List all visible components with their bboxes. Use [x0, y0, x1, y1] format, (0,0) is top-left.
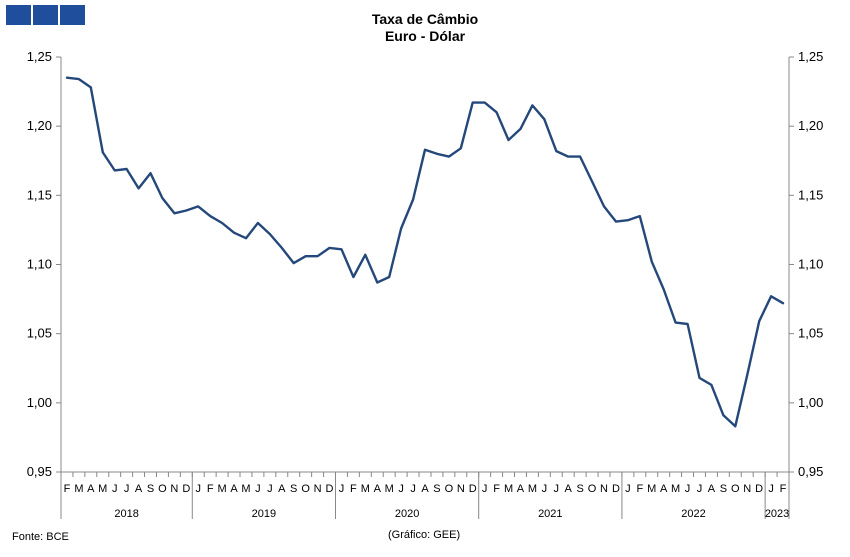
month-label: S — [720, 483, 727, 495]
month-label: A — [565, 483, 573, 495]
y-tick-label-right: 1,00 — [798, 395, 823, 410]
month-label: N — [457, 483, 465, 495]
month-label: M — [647, 483, 656, 495]
month-label: M — [98, 483, 107, 495]
year-label: 2023 — [765, 508, 789, 520]
y-tick-label-right: 0,95 — [798, 464, 823, 479]
month-label: J — [255, 483, 261, 495]
month-label: J — [685, 483, 691, 495]
y-tick-label-left: 1,20 — [27, 118, 52, 133]
chart-title-block: Taxa de Câmbio Euro - Dólar — [0, 11, 850, 45]
month-label: A — [278, 483, 286, 495]
month-label: J — [124, 483, 130, 495]
month-label: A — [230, 483, 238, 495]
y-tick-label-left: 1,25 — [27, 49, 52, 64]
y-tick-label-left: 1,05 — [27, 326, 52, 341]
source-note: Fonte: BCE — [12, 531, 69, 543]
chart-title: Taxa de Câmbio — [371, 11, 479, 27]
month-label: M — [385, 483, 394, 495]
year-label: 2022 — [681, 508, 705, 520]
month-label: F — [493, 483, 500, 495]
month-label: J — [625, 483, 631, 495]
month-label: J — [410, 483, 416, 495]
month-label: O — [445, 483, 454, 495]
month-label: D — [182, 483, 190, 495]
month-label: A — [660, 483, 668, 495]
month-label: S — [433, 483, 440, 495]
month-label: N — [743, 483, 751, 495]
month-label: M — [241, 483, 250, 495]
month-label: N — [314, 483, 322, 495]
chart-credit: (Gráfico: GEE) — [388, 529, 461, 541]
month-label: J — [542, 483, 548, 495]
month-label: F — [64, 483, 71, 495]
month-label: J — [195, 483, 201, 495]
month-label: O — [588, 483, 597, 495]
brand-block-3 — [60, 5, 85, 25]
month-label: S — [290, 483, 297, 495]
chart-subtitle: Euro - Dólar — [384, 28, 466, 44]
month-label: D — [612, 483, 620, 495]
month-label: J — [398, 483, 404, 495]
month-label: J — [339, 483, 345, 495]
month-label: A — [374, 483, 382, 495]
year-label: 2020 — [395, 508, 419, 520]
month-label: J — [482, 483, 488, 495]
y-tick-label-left: 1,10 — [27, 257, 52, 272]
month-label: A — [517, 483, 525, 495]
month-label: O — [158, 483, 167, 495]
month-label: J — [554, 483, 560, 495]
month-label: M — [218, 483, 227, 495]
y-tick-label-left: 1,15 — [27, 187, 52, 202]
month-label: D — [469, 483, 477, 495]
month-label: S — [576, 483, 583, 495]
month-label: S — [147, 483, 154, 495]
year-label: 2021 — [538, 508, 562, 520]
month-label: J — [267, 483, 273, 495]
month-label: J — [768, 483, 774, 495]
month-label: F — [636, 483, 643, 495]
year-label: 2018 — [114, 508, 138, 520]
y-tick-label-right: 1,15 — [798, 187, 823, 202]
month-label: M — [671, 483, 680, 495]
y-tick-label-left: 0,95 — [27, 464, 52, 479]
month-label: J — [112, 483, 118, 495]
month-label: D — [755, 483, 763, 495]
month-label: D — [326, 483, 334, 495]
year-label: 2019 — [252, 508, 276, 520]
month-label: M — [528, 483, 537, 495]
month-label: A — [135, 483, 143, 495]
brand-block-2 — [33, 5, 58, 25]
month-label: F — [350, 483, 357, 495]
y-tick-label-right: 1,20 — [798, 118, 823, 133]
series-line — [65, 76, 785, 428]
y-tick-label-right: 1,05 — [798, 326, 823, 341]
month-label: O — [731, 483, 740, 495]
month-label: A — [708, 483, 716, 495]
brand-block-1 — [6, 5, 31, 25]
month-label: N — [170, 483, 178, 495]
month-label: F — [780, 483, 787, 495]
month-label: M — [504, 483, 513, 495]
y-tick-label-right: 1,10 — [798, 257, 823, 272]
y-tick-label-left: 1,00 — [27, 395, 52, 410]
y-tick-label-right: 1,25 — [798, 49, 823, 64]
month-label: J — [697, 483, 703, 495]
month-label: N — [600, 483, 608, 495]
month-label: M — [74, 483, 83, 495]
month-label: F — [207, 483, 214, 495]
month-label: A — [421, 483, 429, 495]
month-label: O — [301, 483, 310, 495]
month-label: M — [361, 483, 370, 495]
month-label: A — [87, 483, 95, 495]
